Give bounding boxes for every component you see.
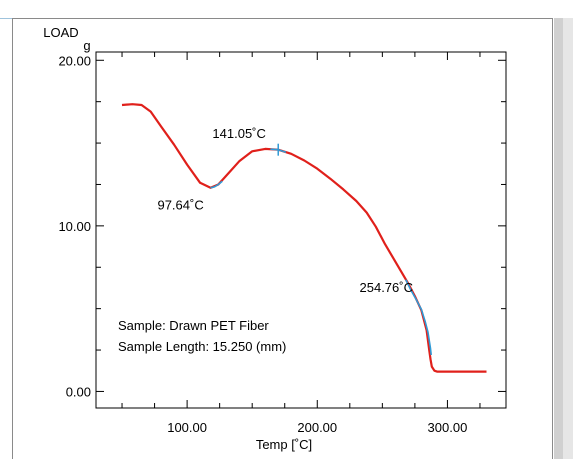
y-tick-label: 10.00 bbox=[58, 219, 91, 234]
tma-chart: 100.00 200.00 300.00 0.00 10.00 20.00 141.05˚… bbox=[43, 25, 507, 452]
series-line bbox=[121, 103, 487, 373]
temperature-annotation: 97.64˚C bbox=[157, 197, 203, 212]
annotations-group: 141.05˚C 97.64˚C 254.76˚C bbox=[157, 126, 413, 295]
x-tick-label: 200.00 bbox=[297, 420, 337, 435]
ticks-group bbox=[96, 52, 506, 408]
temperature-annotation: 254.76˚C bbox=[360, 280, 413, 295]
x-tick-label: 100.00 bbox=[167, 420, 207, 435]
series-group bbox=[121, 103, 487, 373]
x-tick-label: 300.00 bbox=[428, 420, 468, 435]
sample-note: Sample: Drawn PET Fiber bbox=[118, 318, 269, 333]
y-axis-unit: g bbox=[83, 38, 90, 53]
scrollbar-track-inner bbox=[563, 18, 573, 459]
x-axis-label: Temp [˚C] bbox=[256, 437, 312, 452]
y-tick-label: 20.00 bbox=[58, 53, 91, 68]
temperature-annotation: 141.05˚C bbox=[212, 126, 265, 141]
frame-top-stub bbox=[0, 18, 12, 19]
frame-top-border bbox=[12, 18, 553, 19]
tick-labels-group: 100.00 200.00 300.00 0.00 10.00 20.00 bbox=[58, 53, 467, 435]
y-tick-label: 0.00 bbox=[66, 384, 91, 399]
frame-left-border bbox=[12, 18, 13, 459]
plot-area bbox=[95, 51, 507, 409]
analysis-overlay bbox=[405, 279, 432, 356]
y-axis-label: LOAD bbox=[43, 25, 78, 40]
sample-length-note: Sample Length: 15.250 (mm) bbox=[118, 339, 286, 354]
frame-right-border bbox=[552, 18, 553, 459]
analysis-overlay bbox=[210, 180, 223, 189]
